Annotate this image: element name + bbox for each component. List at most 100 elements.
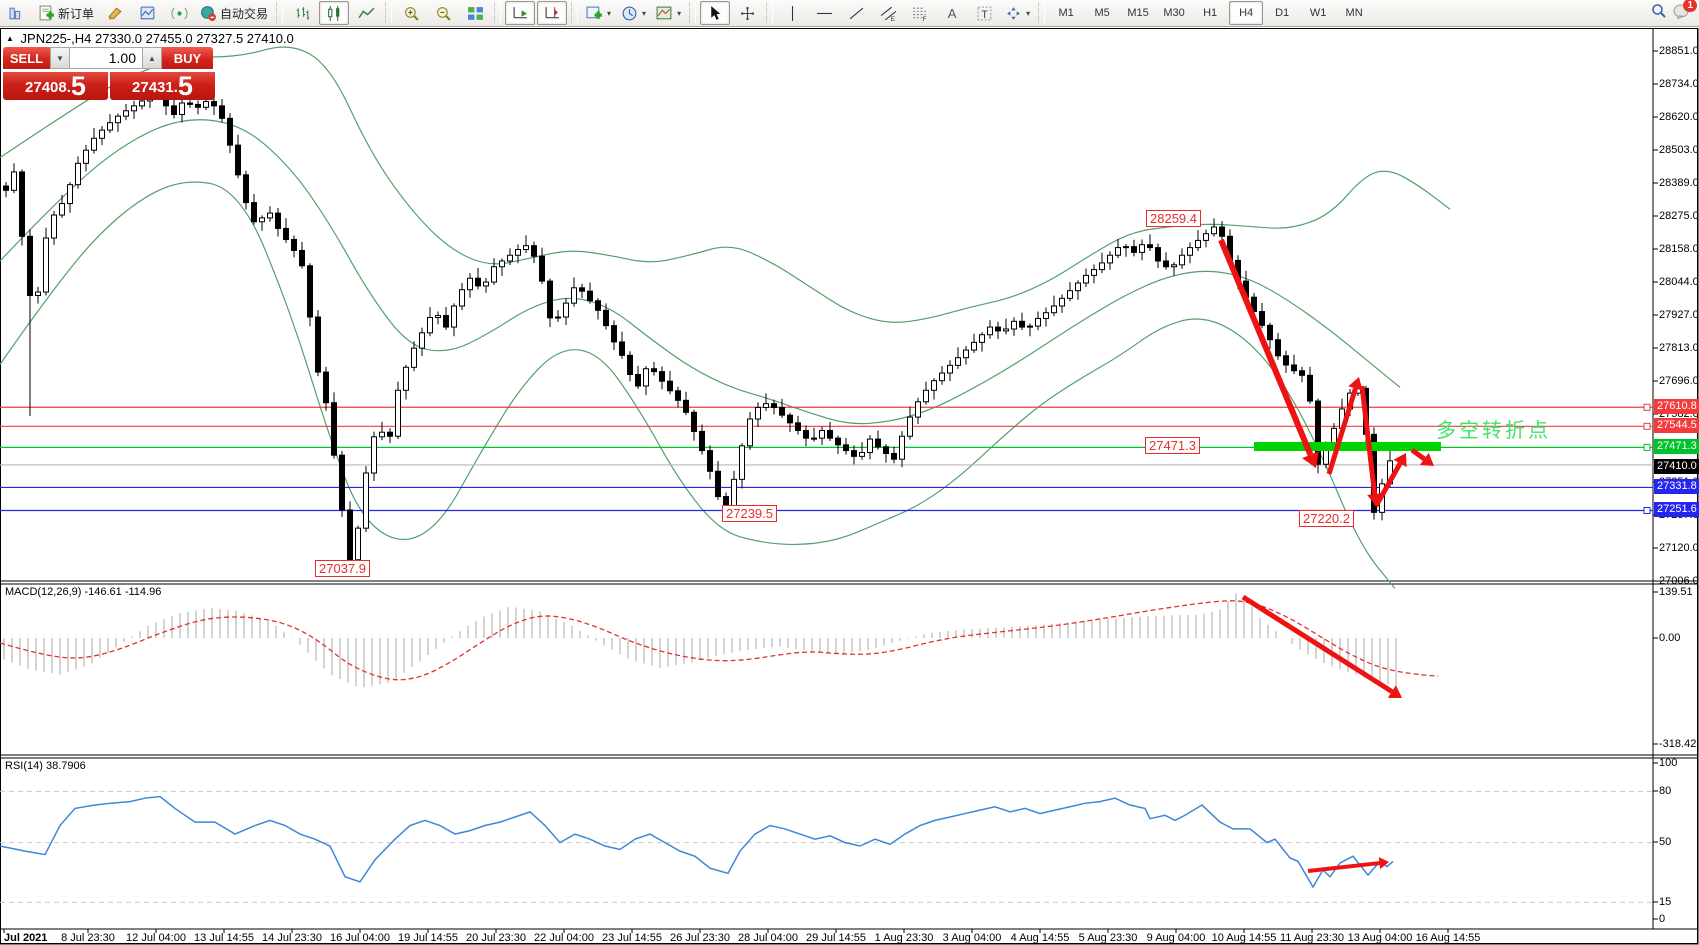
timeframe-h1[interactable]: H1 — [1203, 7, 1218, 19]
bar-chart-mode-icon[interactable] — [287, 1, 317, 25]
candle-body — [571, 287, 577, 304]
profiles-icon[interactable] — [132, 1, 162, 25]
candle-body — [899, 435, 905, 460]
notifications-icon[interactable]: 1 — [1673, 0, 1697, 24]
volume-decrease-button[interactable]: ▼ — [50, 47, 70, 69]
signals-icon[interactable] — [164, 1, 194, 25]
candle-body — [843, 444, 849, 452]
candle-body — [1115, 247, 1121, 256]
candle-body — [403, 366, 409, 391]
time-axis-label: 16 Jul 04:00 — [330, 932, 390, 944]
macd-tick-label: 139.51 — [1659, 586, 1693, 598]
candle-body — [475, 277, 481, 287]
autotrading-icon — [201, 5, 216, 21]
price-level-label[interactable]: 27239.5 — [722, 505, 777, 522]
periods-menu-icon[interactable]: ▾ — [617, 1, 650, 25]
candlestick-mode-icon[interactable] — [319, 1, 350, 25]
fibonacci-tool-icon[interactable]: F — [905, 1, 935, 25]
candle-body — [1187, 247, 1193, 256]
timeframe-h4[interactable]: H4 — [1229, 1, 1264, 25]
line-handle[interactable] — [1643, 403, 1651, 411]
timeframe-mn[interactable]: MN — [1345, 7, 1363, 19]
candle-body — [259, 217, 265, 223]
notification-count-badge: 1 — [1683, 0, 1697, 12]
candle-body — [1219, 226, 1225, 237]
time-axis-label: 12 Jul 04:00 — [126, 932, 186, 944]
rsi-tick-label: 80 — [1659, 785, 1672, 797]
trendline-tool-icon[interactable] — [841, 1, 871, 25]
line-handle[interactable] — [1643, 422, 1651, 430]
timeframe-m30[interactable]: M30 — [1163, 7, 1185, 19]
zoom-in-icon[interactable] — [396, 1, 426, 25]
search-icon[interactable] — [1651, 3, 1667, 24]
candle-body — [75, 162, 81, 186]
volume-increase-button[interactable]: ▲ — [142, 47, 162, 69]
arrow-head — [1348, 377, 1363, 391]
collapse-icon[interactable]: ▲ — [6, 34, 14, 43]
rsi-tick-label: 100 — [1659, 757, 1678, 769]
drawn-arrow[interactable] — [1410, 447, 1426, 461]
price-level-label[interactable]: 27037.9 — [315, 560, 370, 577]
autotrading-button[interactable]: 自动交易 — [196, 1, 272, 25]
cursor-tool-icon[interactable] — [700, 1, 731, 25]
drawn-arrow[interactable] — [1326, 387, 1358, 475]
indicators-menu-icon[interactable]: ▾ — [582, 1, 615, 25]
turning-point-annotation[interactable]: 多空转折点 — [1436, 420, 1551, 442]
timeframe-w1[interactable]: W1 — [1309, 7, 1327, 19]
price-level-label[interactable]: 28259.4 — [1146, 210, 1201, 227]
sell-price-display[interactable]: 27408. 5 — [3, 72, 108, 100]
new-order-icon — [39, 5, 54, 20]
drawn-arrow[interactable] — [1359, 385, 1378, 495]
line-handle[interactable] — [1643, 443, 1651, 451]
candle-body — [411, 347, 417, 368]
candle-body — [43, 237, 49, 293]
candle-body — [219, 105, 225, 119]
styler-icon[interactable] — [100, 1, 130, 25]
candle-body — [107, 122, 113, 131]
drawn-arrow[interactable] — [1241, 594, 1394, 694]
arrow-head — [1387, 685, 1402, 698]
candle-body — [715, 470, 721, 498]
price-level-label[interactable]: 27220.2 — [1299, 510, 1354, 527]
line-handle[interactable] — [1643, 506, 1651, 514]
support-zone-bar[interactable] — [1254, 442, 1441, 451]
new-order-button[interactable]: 新订单 — [34, 1, 98, 25]
templates-menu-icon[interactable]: ▾ — [652, 1, 685, 25]
candle-body — [379, 431, 385, 438]
tile-windows-icon[interactable] — [460, 1, 490, 25]
drawn-arrow[interactable] — [1307, 861, 1380, 873]
buy-price-display[interactable]: 27431. 5 — [110, 72, 215, 100]
line-chart-mode-icon[interactable] — [351, 1, 381, 25]
candle-body — [451, 305, 457, 328]
candle-body — [427, 316, 433, 334]
drawn-arrow[interactable] — [1373, 462, 1403, 508]
one-click-trading-panel: SELL ▼ ▲ BUY 27408. 5 27431. 5 — [3, 47, 218, 100]
timeframe-d1[interactable]: D1 — [1275, 7, 1290, 19]
sell-button[interactable]: SELL — [3, 47, 50, 69]
time-axis-label: 1 Aug 23:30 — [874, 932, 934, 944]
buy-button[interactable]: BUY — [162, 47, 213, 69]
text-label-tool-icon[interactable]: T — [969, 1, 999, 25]
drawn-arrow[interactable] — [1218, 238, 1314, 456]
vertical-line-tool-icon[interactable] — [777, 1, 807, 25]
main-chart-svg[interactable] — [0, 28, 1699, 945]
charts-bar-icon[interactable] — [2, 1, 32, 25]
crosshair-tool-icon[interactable] — [732, 1, 762, 25]
channel-tool-icon[interactable]: E — [873, 1, 903, 25]
horizontal-line-tool-icon[interactable] — [809, 1, 839, 25]
timeframe-m1[interactable]: M1 — [1058, 7, 1074, 19]
price-tick-label: 27813.0 — [1659, 342, 1699, 354]
candle-body — [483, 281, 489, 287]
auto-scroll-icon[interactable] — [505, 1, 536, 25]
candle-body — [891, 452, 897, 460]
candle-body — [1195, 239, 1201, 249]
chart-shift-icon[interactable] — [537, 1, 568, 25]
arrows-tool-icon[interactable]: ▾ — [1001, 1, 1034, 25]
candle-body — [1203, 233, 1209, 241]
zoom-out-icon[interactable] — [428, 1, 458, 25]
volume-input[interactable] — [70, 47, 142, 69]
timeframe-m15[interactable]: M15 — [1127, 7, 1149, 19]
timeframe-m5[interactable]: M5 — [1094, 7, 1110, 19]
text-tool-icon[interactable]: A — [947, 5, 957, 21]
price-level-label[interactable]: 27471.3 — [1145, 437, 1200, 454]
